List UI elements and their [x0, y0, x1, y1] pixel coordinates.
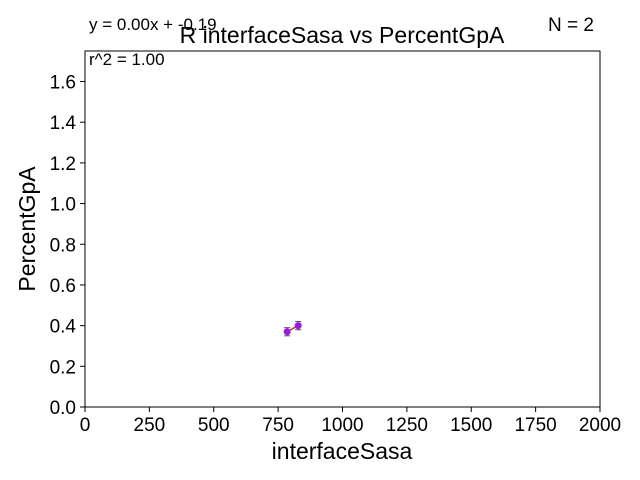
y-tick-label: 0.2 — [50, 357, 76, 378]
chart-title: R interfaceSasa vs PercentGpA — [180, 22, 505, 48]
y-axis-label: PercentGpA — [14, 166, 40, 292]
x-tick-label: 1500 — [450, 415, 492, 436]
y-axis: 0.0 0.2 0.4 0.6 0.8 1.0 1.2 1.4 1.6 — [50, 73, 85, 419]
y-tick-label: 1.2 — [50, 154, 76, 175]
data-point — [283, 328, 291, 336]
x-tick-label: 1750 — [514, 415, 556, 436]
x-tick-label: 250 — [134, 415, 166, 436]
y-tick-label: 0.8 — [50, 235, 76, 256]
x-tick-label: 0 — [80, 415, 91, 436]
data-point — [294, 322, 302, 330]
y-tick-label: 1.4 — [50, 113, 77, 134]
y-tick-label: 0.4 — [50, 317, 77, 338]
y-tick-label: 1.0 — [50, 195, 76, 216]
y-tick-label: 0.6 — [50, 276, 76, 297]
x-tick-label: 2000 — [579, 415, 621, 436]
data-marks — [283, 321, 302, 337]
x-tick-label: 500 — [198, 415, 230, 436]
x-tick-label: 750 — [262, 415, 294, 436]
x-tick-label: 1250 — [386, 415, 428, 436]
y-tick-label: 0.0 — [50, 398, 76, 419]
x-axis: 0 250 500 750 1000 1250 1500 1750 2000 — [80, 407, 621, 436]
x-tick-label: 1000 — [321, 415, 363, 436]
equation-annotation: y = 0.00x + -0.19 — [89, 15, 217, 34]
plot-area — [84, 50, 601, 408]
r-squared-annotation: r^2 = 1.00 — [89, 50, 165, 69]
x-axis-label: interfaceSasa — [272, 438, 413, 464]
n-annotation: N = 2 — [548, 15, 594, 36]
y-tick-label: 1.6 — [50, 73, 76, 94]
